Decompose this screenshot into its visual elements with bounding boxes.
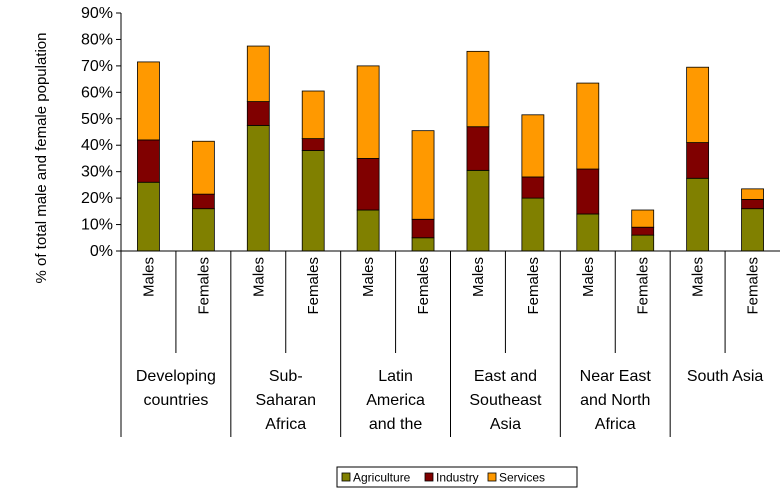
bar-services-4 — [301, 90, 325, 140]
bar-industry-2 — [191, 193, 215, 210]
legend-label-agriculture: Agriculture — [353, 471, 411, 485]
x-group-label: Near East and North Africa — [580, 368, 652, 433]
bar-services-2 — [191, 140, 215, 195]
bar-agriculture-6 — [411, 237, 435, 252]
y-tick-label: 20% — [81, 190, 113, 207]
bar-services-10 — [631, 209, 655, 228]
x-group-label: Latin America and the — [366, 368, 425, 433]
x-axis: Males Females Males Females Males Females Male… — [120, 250, 780, 437]
x-group-label-line: East and — [474, 368, 537, 385]
bar-services-8 — [521, 114, 545, 178]
bar-industry-7 — [466, 126, 490, 171]
bar-agriculture-9 — [576, 213, 600, 252]
legend-label-services: Services — [499, 471, 545, 485]
bar-industry-8 — [521, 176, 545, 199]
x-category-label: Females — [415, 257, 432, 315]
bar-services-12 — [741, 188, 764, 200]
bar-services-11 — [686, 66, 710, 143]
bar-services-9 — [576, 82, 600, 170]
bar-agriculture-8 — [521, 197, 545, 252]
x-group-label-line: Southeast — [469, 392, 542, 409]
x-group-label: East and Southeast Asia — [469, 368, 542, 433]
y-axis-title-group: % of total male and female population — [33, 33, 50, 284]
y-tick-label: 90% — [81, 5, 113, 22]
x-group-label-line: Saharan — [256, 392, 317, 409]
bar-industry-4 — [301, 138, 325, 151]
legend-swatch-services — [487, 472, 497, 482]
bar-industry-1 — [137, 139, 160, 183]
y-tick-label: 10% — [81, 217, 113, 234]
x-group-label-line: South Asia — [687, 368, 764, 385]
y-tick-label: 30% — [81, 164, 113, 181]
x-category-label: Females — [195, 257, 212, 315]
bars-area — [137, 45, 764, 252]
x-group-label-line: Asia — [490, 416, 521, 433]
x-category-label: Males — [470, 257, 487, 297]
bar-industry-6 — [411, 218, 435, 239]
bar-agriculture-11 — [686, 177, 710, 252]
y-axis: 0% 10% 20% 30% 40% 50% 60% 70% 80% 90% — [81, 5, 122, 260]
bar-services-7 — [466, 50, 490, 128]
x-category-label: Males — [250, 257, 267, 297]
x-group-label-line: Latin — [378, 368, 413, 385]
x-category-label: Males — [690, 257, 707, 297]
bar-services-6 — [411, 130, 435, 220]
bar-industry-11 — [686, 142, 710, 179]
legend-swatch-agriculture — [341, 472, 351, 482]
x-group-label: Developing countries — [136, 368, 216, 409]
bar-agriculture-2 — [191, 208, 215, 252]
x-group-label-line: Africa — [595, 416, 636, 433]
x-group-label-line: Africa — [265, 416, 306, 433]
x-group-label-line: Developing — [136, 368, 216, 385]
x-category-label: Females — [745, 257, 762, 315]
x-category-label: Males — [580, 257, 597, 297]
bar-services-1 — [137, 61, 160, 141]
x-category-label: Males — [360, 257, 377, 297]
bar-agriculture-5 — [356, 209, 380, 252]
y-tick-label: 80% — [81, 31, 113, 48]
bar-services-3 — [246, 45, 270, 102]
y-axis-label: % of total male and female population — [33, 33, 50, 284]
x-category-label: Females — [635, 257, 652, 315]
bar-industry-9 — [576, 168, 600, 215]
x-group-label: South Asia — [687, 368, 764, 385]
x-group-label-line: America — [366, 392, 425, 409]
x-group-label-line: and North — [580, 392, 650, 409]
bar-industry-12 — [741, 199, 764, 210]
x-group-label-line: and the — [369, 416, 422, 433]
bar-agriculture-12 — [741, 208, 764, 252]
bar-agriculture-10 — [631, 234, 655, 252]
y-tick-label: 50% — [81, 111, 113, 128]
x-group-label: Sub- Saharan Africa — [256, 368, 317, 433]
legend-label-industry: Industry — [436, 471, 479, 485]
bar-agriculture-3 — [246, 124, 270, 252]
x-group-label-line: countries — [143, 392, 208, 409]
bar-industry-3 — [246, 101, 270, 126]
x-category-label: Males — [140, 257, 157, 297]
x-category-label: Females — [525, 257, 542, 315]
legend-swatch-industry — [424, 472, 434, 482]
y-tick-label: 60% — [81, 84, 113, 101]
bar-agriculture-1 — [137, 181, 160, 252]
y-tick-label: 40% — [81, 137, 113, 154]
x-group-label-line: Near East — [580, 368, 652, 385]
bar-agriculture-4 — [301, 150, 325, 252]
bar-services-5 — [356, 65, 380, 159]
y-tick-label: 70% — [81, 58, 113, 75]
bar-agriculture-7 — [466, 169, 490, 252]
y-tick-label: 0% — [90, 243, 113, 260]
x-group-label-line: Sub- — [269, 368, 303, 385]
bar-industry-10 — [631, 226, 655, 236]
legend: Agriculture Industry Services — [336, 466, 578, 488]
bar-industry-5 — [356, 158, 380, 211]
legend-box — [336, 466, 578, 488]
x-category-label: Females — [305, 257, 322, 315]
